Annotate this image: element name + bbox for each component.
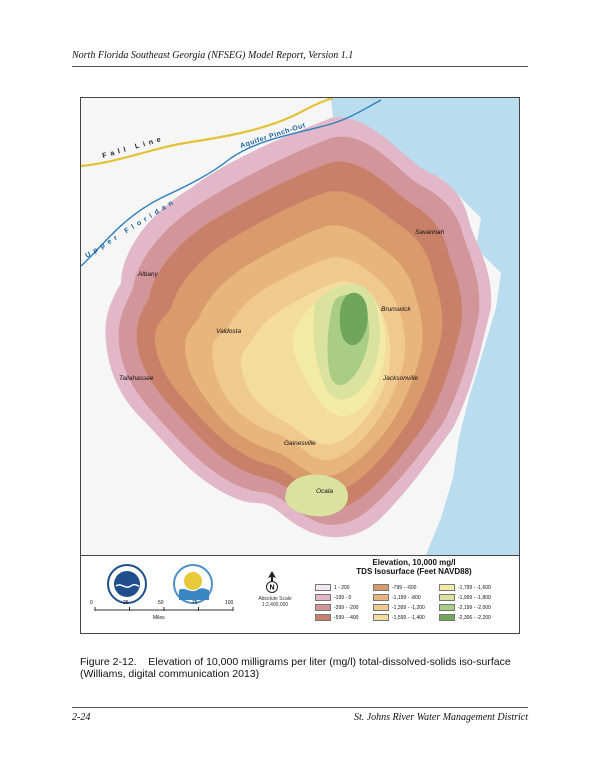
legend-item: -1,199 - -800 [373,594,421,601]
legend-swatch [439,594,455,601]
legend-swatch [315,584,331,591]
legend-label: -1,599 - -1,400 [392,614,425,621]
absolute-scale-label: Absolute Scale [258,596,292,602]
legend-label: -199 - 0 [334,594,352,601]
footer-rule [72,707,528,708]
legend-item: -2,199 - -2,000 [439,604,491,611]
city-albany: Albany [137,271,159,278]
legend-swatch [315,614,331,621]
scale-tick-75: 75 [192,600,198,606]
page-number: 2-24 [72,712,91,723]
zone-ocala-1999-1800 [285,474,349,517]
legend-item: -199 - 0 [315,594,351,601]
zone-2306-2200 [339,292,368,346]
legend-swatch [439,604,455,611]
legend-label: -1,199 - -800 [392,594,421,601]
scale-tick-0: 0 [90,600,93,606]
legend-label: -599 - -400 [334,614,359,621]
map-legend-panel: 0 25 50 75 100 Miles N Absolute Scale 1:… [81,555,519,633]
legend-label: -1,399 - -1,200 [392,604,425,611]
legend-swatch [439,584,455,591]
legend-swatch [315,594,331,601]
legend-swatch [373,584,389,591]
legend-item: -1,399 - -1,200 [373,604,425,611]
legend-item: -399 - -200 [315,604,358,611]
legend-swatch [373,614,389,621]
legend-label: -2,306 - -2,200 [458,614,491,621]
legend-swatch [439,614,455,621]
scale-bar [94,607,234,611]
city-brunswick: Brunswick [381,306,411,313]
sjrwmd-logo [107,564,147,604]
legend-swatch [373,594,389,601]
scale-tick-25: 25 [123,600,129,606]
legend-label: -1,999 - -1,800 [458,594,491,601]
swfwmd-logo [173,564,213,604]
city-valdosta: Valdosta [216,328,241,335]
legend-label: -1,799 - -1,600 [458,584,491,591]
legend-label: 1 - 200 [334,584,350,591]
legend-swatch [373,604,389,611]
figure-caption: Figure 2-12. Elevation of 10,000 milligr… [80,656,535,680]
legend-item: -799 - -600 [373,584,416,591]
absolute-scale-value: 1:2,400,000 [261,602,289,608]
north-label: N [269,585,274,592]
map-figure: Fall Line Aquifer Pinch-Out Upper Florid… [80,97,520,634]
elevation-map: Fall Line Aquifer Pinch-Out Upper Florid… [81,98,519,555]
legend-item: -1,599 - -1,400 [373,614,425,621]
page-header: North Florida Southeast Georgia (NFSEG) … [72,50,354,61]
footer-organization: St. Johns River Water Management Distric… [353,712,528,723]
legend-title-line1: Elevation, 10,000 mg/l [372,558,456,567]
scale-units: Miles [153,615,165,621]
legend-title: Elevation, 10,000 mg/l TDS Isosurface (F… [339,558,489,576]
city-savannah: Savannah [415,229,445,236]
legend-item: 1 - 200 [315,584,350,591]
header-rule [72,66,528,67]
city-jacksonville: Jacksonville [382,375,418,382]
scale-tick-50: 50 [158,600,164,606]
city-gainesville: Gainesville [284,440,316,447]
aquifer-pinch-out-line [81,99,382,267]
legend-label: -2,199 - -2,000 [458,604,491,611]
legend-item: -1,999 - -1,800 [439,594,491,601]
absolute-scale-text: Absolute Scale 1:2,400,000 [245,596,305,608]
city-tallahassee: Tallahassee [119,375,154,382]
scale-tick-100: 100 [225,600,234,606]
fall-line [81,98,334,168]
legend-label: -399 - -200 [334,604,359,611]
legend-label: -799 - -600 [392,584,417,591]
north-arrow-icon: N [266,571,278,593]
legend-swatch [315,604,331,611]
figure-number: Figure 2-12. [80,656,137,668]
legend-item: -1,799 - -1,600 [439,584,491,591]
city-ocala: Ocala [316,488,333,495]
legend-item: -599 - -400 [315,614,358,621]
legend-item: -2,306 - -2,200 [439,614,491,621]
legend-title-line2: TDS Isosurface (Feet NAVD88) [356,567,472,576]
figure-caption-text: Elevation of 10,000 milligrams per liter… [80,656,511,680]
